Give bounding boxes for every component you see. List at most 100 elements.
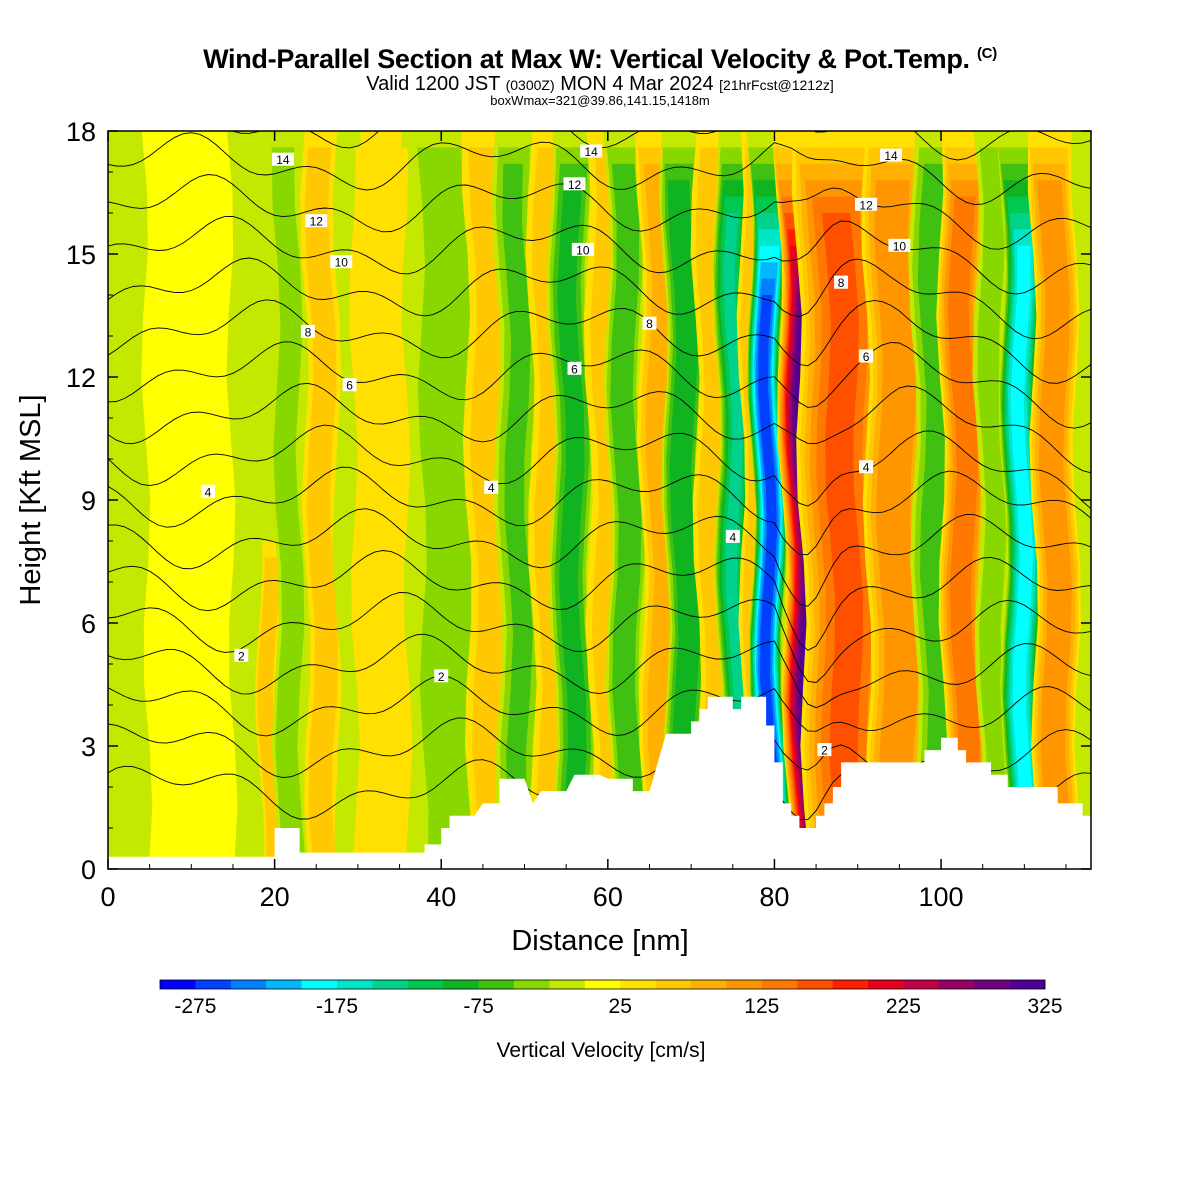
svg-text:4: 4 [729, 530, 736, 544]
vv-band-level [821, 213, 867, 869]
vv-band-level [947, 196, 980, 869]
contour-label: 6 [567, 361, 582, 376]
vv-band-level [610, 163, 644, 869]
theta-contour [108, 174, 1091, 250]
x-tick-label: 100 [919, 882, 964, 912]
colorbar-swatch [443, 980, 479, 989]
colorbar-swatch [195, 980, 232, 989]
contour-label: 6 [342, 378, 357, 393]
y-tick-label: 6 [81, 609, 96, 639]
forecast-label: [21hrFcst@1212z] [719, 77, 834, 93]
colorbar-swatch [266, 980, 302, 989]
theta-contour [108, 508, 1091, 607]
colorbar-swatch [372, 980, 409, 989]
vv-band [659, 131, 709, 869]
x-tick-label: 80 [759, 882, 789, 912]
chart-title: Wind-Parallel Section at Max W: Vertical… [0, 44, 1200, 75]
svg-text:8: 8 [646, 317, 653, 331]
contour-label: 10 [888, 238, 911, 253]
svg-text:2: 2 [238, 649, 245, 663]
theta-contour [108, 132, 1091, 205]
colorbar-swatch [655, 980, 692, 989]
copyright-mark: (C) [976, 45, 997, 62]
valid-prefix: Valid 1200 JST [366, 73, 501, 95]
svg-text:14: 14 [276, 153, 290, 167]
theta-contour [108, 341, 1091, 429]
theta-contour [108, 257, 1091, 340]
svg-text:2: 2 [821, 744, 828, 758]
contour-label: 2 [434, 669, 449, 684]
colorbar-swatch [761, 980, 798, 989]
svg-text:6: 6 [346, 379, 353, 393]
svg-text:4: 4 [205, 485, 212, 499]
y-tick-label: 12 [66, 363, 96, 393]
x-tick-label: 20 [260, 882, 290, 912]
colorbar-swatch [938, 980, 975, 989]
chart-title-main: Wind-Parallel Section at Max W: Vertical… [203, 44, 970, 74]
theta-contour [108, 633, 1091, 709]
contour-label: 14 [580, 144, 603, 159]
y-tick-label: 9 [81, 486, 96, 516]
svg-text:4: 4 [863, 461, 870, 475]
terrain-mask [108, 696, 1091, 869]
colorbar-swatch [478, 980, 515, 989]
contour-label: 12 [305, 214, 328, 229]
theta-contour [108, 675, 1091, 737]
colorbar-swatch [337, 980, 373, 989]
colorbar-swatch [230, 980, 267, 989]
x-tick-label: 0 [100, 882, 115, 912]
y-tick-label: 18 [66, 117, 96, 147]
colorbar-label: Vertical Velocity [cm/s] [497, 1039, 706, 1062]
contour-label: 10 [571, 242, 594, 257]
vv-band-level [468, 147, 510, 869]
svg-text:8: 8 [305, 325, 312, 339]
contour-label: 4 [200, 484, 215, 499]
valid-utc: (0300Z) [505, 77, 555, 93]
theta-contour [108, 216, 1091, 295]
svg-text:14: 14 [884, 149, 898, 163]
contour-label: 12 [563, 177, 586, 192]
colorbar-tick-label: 325 [1027, 995, 1062, 1018]
colorbar-swatch [549, 980, 586, 989]
vv-band [349, 131, 413, 869]
svg-text:2: 2 [438, 670, 445, 684]
colorbar-tick-label: -75 [463, 995, 493, 1018]
colorbar-tick-label: -275 [174, 995, 216, 1018]
contour-label: 14 [880, 148, 903, 163]
theta-contour [108, 592, 1091, 684]
contour-label: 4 [725, 529, 740, 544]
colorbar-swatch [974, 980, 1010, 989]
svg-text:6: 6 [863, 350, 870, 364]
vv-band-level [1036, 180, 1074, 869]
valid-time-line: Valid 1200 JST (0300Z) MON 4 Mar 2024 [2… [0, 73, 1200, 96]
contour-label: 14 [271, 152, 294, 167]
theta-contour [108, 466, 1091, 556]
vv-band-level [557, 180, 587, 869]
vv-band-level [1010, 245, 1035, 869]
contour-label: 8 [642, 316, 657, 331]
colorbar-swatch [903, 980, 940, 989]
colorbar-tick-label: 125 [744, 995, 779, 1018]
contour-label: 8 [300, 324, 315, 339]
colorbar-swatch [160, 980, 196, 989]
contour-label: 12 [855, 197, 878, 212]
colorbar-swatch [584, 980, 621, 989]
contour-label: 8 [834, 275, 849, 290]
colorbar-swatch [868, 980, 904, 989]
vv-band [861, 131, 932, 869]
vv-band-level [141, 131, 238, 869]
theta-contour [108, 550, 1091, 651]
y-tick-label: 3 [81, 732, 96, 762]
contour-label: 10 [330, 255, 353, 270]
colorbar-swatch [1009, 980, 1046, 989]
svg-text:6: 6 [571, 362, 578, 376]
svg-text:8: 8 [838, 276, 845, 290]
colorbar-swatch [407, 980, 444, 989]
vv-band-level [758, 295, 779, 869]
colorbar-swatch [691, 980, 727, 989]
y-tick-label: 0 [81, 855, 96, 885]
svg-text:12: 12 [310, 215, 324, 229]
theta-contour [108, 424, 1091, 510]
svg-text:10: 10 [335, 256, 349, 270]
svg-text:12: 12 [859, 198, 873, 212]
